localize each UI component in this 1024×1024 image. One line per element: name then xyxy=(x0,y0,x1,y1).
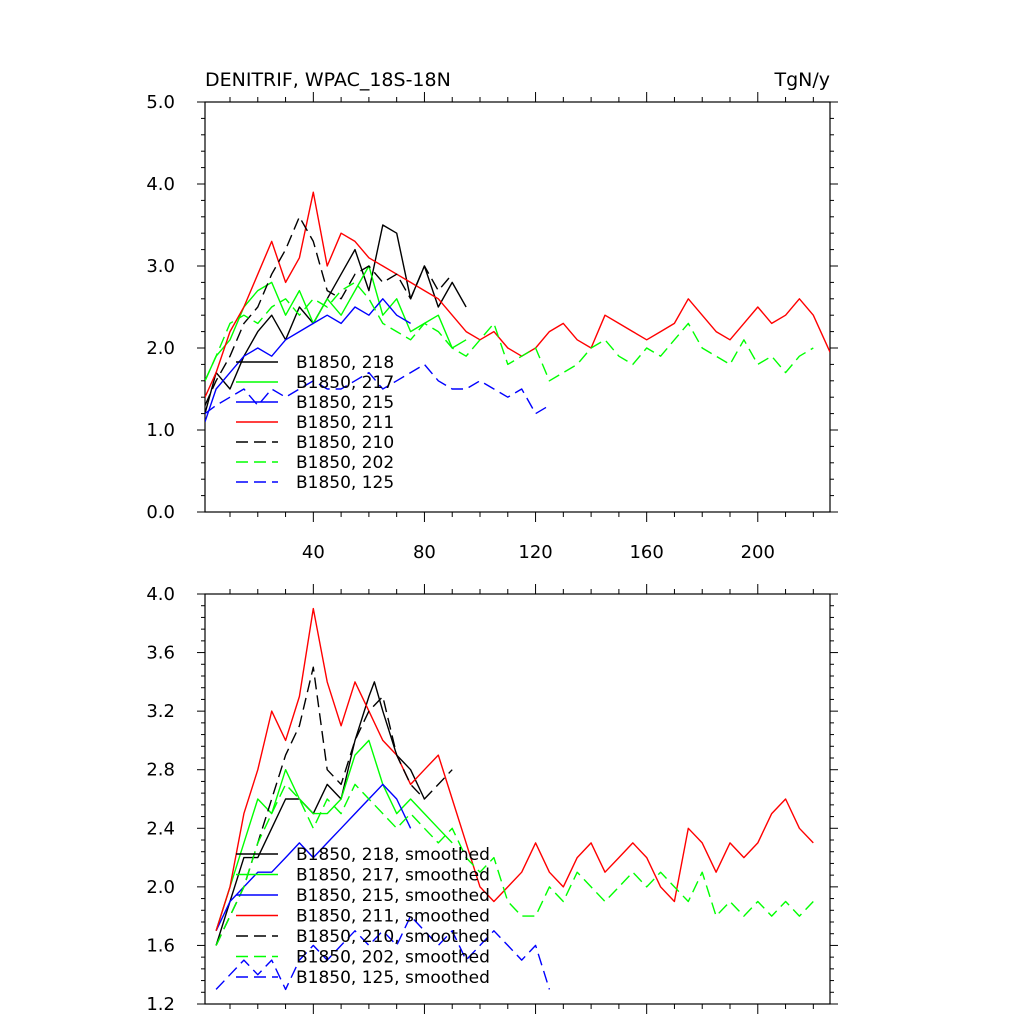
top-tick-marks xyxy=(197,92,838,522)
y-tick-label: 2.0 xyxy=(146,877,175,898)
series-line-5 xyxy=(215,666,453,946)
y-tick-label: 5.0 xyxy=(146,92,175,113)
x-tick-label: 80 xyxy=(413,542,436,563)
x-tick-label: 160 xyxy=(629,542,663,563)
units-label: TgN/y xyxy=(773,69,830,91)
legend-label: B1850, 211, smoothed xyxy=(296,907,490,927)
series-line-4 xyxy=(205,191,830,398)
y-tick-label: 3.6 xyxy=(146,643,175,664)
legend-label: B1850, 217 xyxy=(296,373,394,393)
x-tick-label: 40 xyxy=(302,542,325,563)
series-line-4 xyxy=(215,607,814,932)
y-tick-label: 2.0 xyxy=(146,338,175,359)
y-tick-label: 2.8 xyxy=(146,760,175,781)
x-tick-label: 200 xyxy=(741,542,775,563)
legend-label: B1850, 210 xyxy=(296,433,394,453)
y-tick-label: 4.0 xyxy=(146,174,175,195)
legend-label: B1850, 218, smoothed xyxy=(296,845,490,865)
legend-label: B1850, 215 xyxy=(296,393,394,413)
series-line-6 xyxy=(215,783,814,946)
y-tick-label: 1.6 xyxy=(146,935,175,956)
series-line-2 xyxy=(205,265,467,382)
y-tick-label: 1.0 xyxy=(146,420,175,441)
series-line-7 xyxy=(215,915,551,991)
y-tick-label: 3.2 xyxy=(146,701,175,722)
legend-label: B1850, 202 xyxy=(296,453,394,473)
top-chart-panel: 0.0 1.0 2.0 3.0 4.0 5.0 40 80 120 160 200 DENITRIF,… xyxy=(146,69,838,563)
y-tick-label: 1.2 xyxy=(146,994,175,1015)
bottom-plot-frame xyxy=(204,593,831,1005)
series-line-6 xyxy=(205,281,814,382)
series-line-5 xyxy=(205,216,453,406)
series-line-3 xyxy=(215,783,412,932)
bottom-tick-marks xyxy=(197,584,838,1014)
y-tick-label: 3.0 xyxy=(146,256,175,277)
legend-label: B1850, 215, smoothed xyxy=(296,886,490,906)
bottom-series-group xyxy=(215,607,814,991)
legend-label: B1850, 211 xyxy=(296,413,394,433)
legend-label: B1850, 217, smoothed xyxy=(296,866,490,886)
series-line-3 xyxy=(205,298,411,423)
series-line-7 xyxy=(205,363,550,415)
legend-label: B1850, 210, smoothed xyxy=(296,927,490,947)
top-plot-frame xyxy=(204,101,831,513)
x-tick-label: 120 xyxy=(518,542,552,563)
legend-label: B1850, 218 xyxy=(296,353,394,373)
legend-label: B1850, 202, smoothed xyxy=(296,948,490,968)
top-series-group xyxy=(205,191,830,423)
y-tick-label: 2.4 xyxy=(146,818,175,839)
chart-title: DENITRIF, WPAC_18S-18N xyxy=(205,69,451,91)
y-tick-label: 4.0 xyxy=(146,584,175,605)
legend-label: B1850, 125 xyxy=(296,473,394,493)
series-line-1 xyxy=(205,224,467,414)
bottom-chart-panel: 1.2 1.6 2.0 2.4 2.8 3.2 3.6 4.0 B1850, 218, smoo… xyxy=(146,584,838,1015)
y-tick-label: 0.0 xyxy=(146,502,175,523)
legend-label: B1850, 125, smoothed xyxy=(296,968,490,988)
